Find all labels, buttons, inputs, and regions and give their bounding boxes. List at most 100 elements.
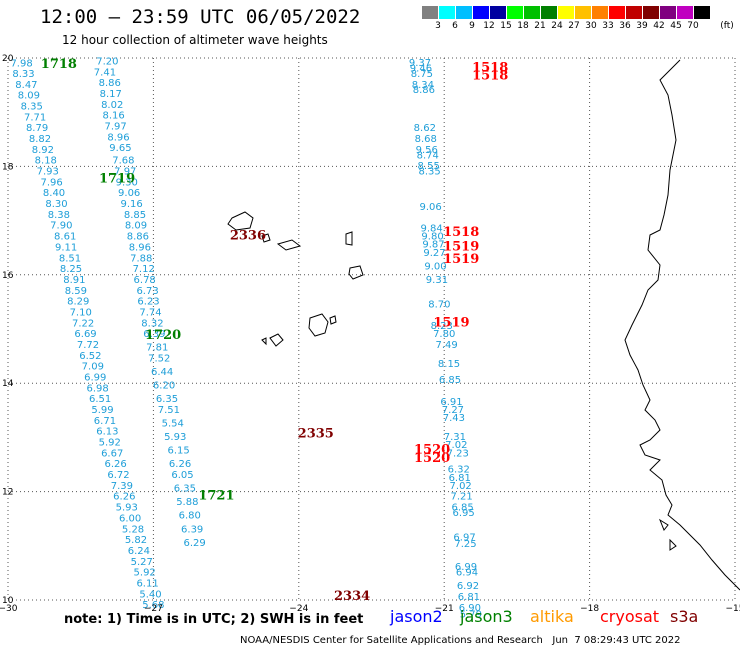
africa-coastline [624,59,740,591]
wave-height-value: 9.06 [118,188,140,199]
scale-swatch [524,6,541,19]
wave-height-value: 6.35 [156,394,178,405]
wave-height-value: 9.31 [426,275,448,286]
latitude-tick: 14 [2,379,14,389]
wave-height-value: 8.40 [43,188,65,199]
wave-height-value: 7.88 [130,253,152,264]
wave-height-value: 6.91 [440,397,462,408]
wave-height-value: 8.09 [18,91,40,102]
wave-height-value: 6.00 [119,513,141,524]
wave-height-value: 8.17 [100,89,122,100]
wave-height-value: 8.30 [45,199,67,210]
wave-height-value: 6.35 [174,484,196,495]
wave-height-value: 9.27 [423,248,445,259]
pass-time-labels: 1718171917201721233623352334151815181518… [41,57,509,604]
wave-height-value: 9.80 [421,232,443,243]
wave-height-value: 7.23 [447,448,469,459]
wave-height-value: 6.80 [179,511,201,522]
cape-verde-santo-antao [227,211,254,231]
scale-label: 42 [653,21,665,31]
wave-height-value: 7.20 [96,57,118,68]
longitude-tick: −21 [435,604,454,614]
wave-height-value: 7.49 [435,340,457,351]
wave-height-value: 6.05 [171,470,193,481]
scale-swatch [575,6,592,19]
cape-verde-sao-nicolau [276,239,302,251]
wave-height-value: 8.79 [26,123,48,134]
wave-height-value: 6.72 [107,470,129,481]
wave-height-value: 6.78 [134,275,156,286]
wave-height-value: 6.51 [89,394,111,405]
scale-swatch [490,6,507,19]
wave-height-value: 7.81 [146,343,168,354]
wave-height-value: 8.59 [65,286,87,297]
wave-height-value: 7.97 [104,122,126,133]
scale-swatch [507,6,524,19]
scale-label: 21 [534,21,546,31]
wave-height-value: 9.37 [409,58,431,69]
scale-label: 30 [585,21,597,31]
wave-height-value: 5.40 [139,589,161,600]
longitude-tick-labels: −30 −27 −24 −21 −18 −15 [0,604,740,614]
longitude-tick: −24 [289,604,308,614]
wave-height-value: 5.54 [162,419,184,430]
wave-height-value: 6.15 [167,446,189,457]
pass-time: 1518 [443,225,479,240]
longitude-tick: −15 [726,604,740,614]
scale-swatch [422,6,439,19]
wave-height-value: 8.70 [428,299,450,310]
wave-height-value: 8.32 [141,318,163,329]
wave-height-value: 6.20 [153,381,175,392]
scale-swatch [677,6,694,19]
wave-height-value: 9.56 [416,145,438,156]
scale-label: 24 [551,21,563,31]
pass-time: 1519 [443,252,479,267]
wave-height-value: 7.80 [433,329,455,340]
wave-height-value: 6.26 [113,492,135,503]
wave-height-value: 5.82 [125,535,147,546]
wave-height-value: 8.82 [29,134,51,145]
latitude-tick: 20 [2,54,14,64]
wave-height-value: 7.10 [70,307,92,318]
wave-height-value: 6.99 [455,562,477,573]
longitude-tick: −18 [580,604,599,614]
cape-verde-maio [329,315,337,325]
map-subtitle: 12 hour collection of altimeter wave hei… [62,33,328,47]
wave-height-value: 5.79 [460,609,482,620]
scale-label: 15 [500,21,512,31]
wave-height-value: 5.92 [99,438,121,449]
wave-height-value: 8.86 [99,78,121,89]
pass-time: 1520 [414,443,450,458]
wave-height-value: 7.02 [445,440,467,451]
latitude-tick: 16 [2,271,14,281]
wave-height-value: 8.29 [67,297,89,308]
wave-height-value: 9.11 [55,242,77,253]
cape-verde-brava [261,337,267,346]
scale-label: 6 [452,21,458,31]
wave-height-value: 7.43 [443,413,465,424]
wave-height-value: 7.93 [37,167,59,178]
scale-swatch [541,6,558,19]
latitude-tick: 18 [2,162,14,172]
satellite-cryosat: cryosat [600,607,660,626]
wave-height-value: 6.67 [101,448,123,459]
wave-height-value: 8.35 [21,101,43,112]
wave-height-value: 8.35 [419,167,441,178]
satellite-s3a: s3a [670,607,699,626]
wave-height-value: 8.62 [414,123,436,134]
longitude-tick: −27 [144,604,163,614]
wave-height-value: 7.72 [77,340,99,351]
wave-height-value: 7.71 [24,112,46,123]
wave-height-value: 6.32 [448,465,470,476]
wave-height-value: 6.73 [136,286,158,297]
cape-verde-fogo [269,333,284,347]
pass-time: 1518 [472,69,508,84]
wave-height-value: 6.39 [143,329,165,340]
wave-height-value: 5.93 [116,503,138,514]
latitude-tick-labels: 20 18 16 14 12 10 [2,54,14,606]
scale-label: 70 [687,21,699,31]
pass-time: 1520 [414,451,450,466]
bijagos-islands [658,518,677,551]
wave-height-value: 7.27 [442,405,464,416]
